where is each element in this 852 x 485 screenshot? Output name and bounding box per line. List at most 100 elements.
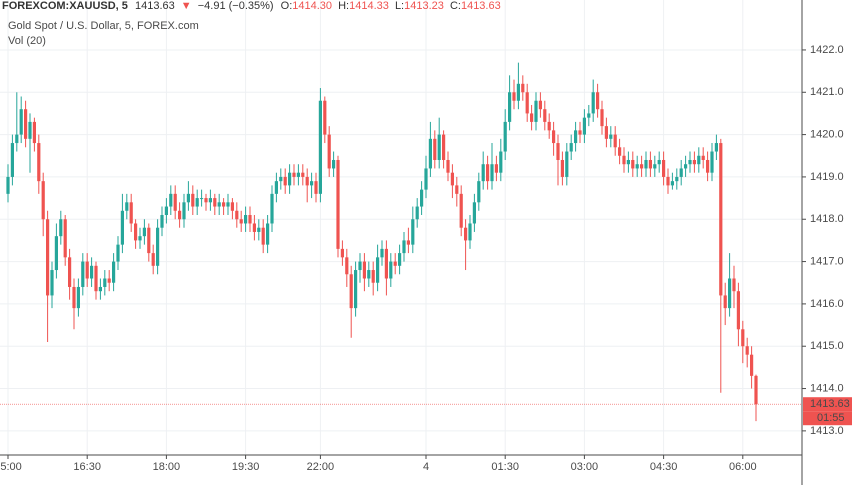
x-tick-label: 22:00 bbox=[307, 461, 335, 473]
candle-body bbox=[384, 248, 388, 279]
candle-body bbox=[283, 176, 287, 186]
candle-body bbox=[279, 176, 283, 182]
candle-body bbox=[684, 164, 688, 169]
x-tick-label: 16:30 bbox=[73, 461, 101, 473]
candle-body bbox=[710, 151, 714, 173]
last-price: 1413.63 bbox=[135, 0, 175, 12]
candle-body bbox=[609, 134, 613, 139]
candle-body bbox=[578, 130, 582, 135]
high-label: H: bbox=[338, 0, 349, 12]
candle-body bbox=[697, 155, 701, 165]
candle-body bbox=[692, 159, 696, 165]
candle-body bbox=[670, 181, 674, 186]
candle-body bbox=[239, 219, 243, 224]
countdown-tag bbox=[803, 411, 852, 426]
y-tick-label: 1422.0 bbox=[810, 44, 844, 56]
candle-body bbox=[296, 172, 300, 177]
candle-body bbox=[46, 219, 50, 296]
candle-body bbox=[503, 121, 507, 152]
candle-body bbox=[195, 198, 199, 207]
x-tick-label: 18:00 bbox=[153, 461, 181, 473]
axes: 1413.0 1414.0 1415.0 1416.0 1417.0 1418.0 1419… bbox=[0, 44, 852, 473]
candle-body bbox=[560, 159, 564, 177]
y-tick-label: 1415.0 bbox=[810, 340, 844, 352]
candle-body bbox=[508, 92, 512, 122]
candle-body bbox=[477, 181, 481, 203]
candle-body bbox=[345, 257, 349, 275]
candle-body bbox=[340, 248, 344, 258]
candle-body bbox=[750, 354, 754, 376]
y-tick-label: 1421.0 bbox=[810, 86, 844, 98]
candle-body bbox=[90, 265, 94, 279]
candle-body bbox=[120, 210, 124, 245]
candle-body bbox=[336, 159, 340, 249]
candle-body bbox=[402, 240, 406, 254]
candle-body bbox=[631, 159, 635, 169]
candle-body bbox=[741, 329, 745, 347]
candle-body bbox=[37, 143, 41, 182]
candle-body bbox=[367, 270, 371, 279]
candle-body bbox=[151, 253, 155, 266]
price-tag-label: 1413.63 bbox=[810, 398, 850, 410]
candle-body bbox=[332, 159, 336, 169]
grid bbox=[0, 0, 802, 455]
candle-body bbox=[15, 134, 19, 144]
candle-body bbox=[640, 164, 644, 169]
close-value: 1413.63 bbox=[461, 0, 501, 12]
candle-body bbox=[204, 198, 208, 203]
candle-body bbox=[393, 261, 397, 266]
candle-body bbox=[538, 100, 542, 110]
candle-body bbox=[323, 100, 327, 135]
candle-body bbox=[164, 206, 168, 216]
candle-body bbox=[437, 134, 441, 160]
candle-body bbox=[314, 181, 318, 194]
candle-body bbox=[103, 278, 107, 287]
candle-body bbox=[169, 193, 173, 207]
candle-body bbox=[371, 270, 375, 283]
candle-body bbox=[534, 100, 538, 122]
x-tick-label: 19:30 bbox=[232, 461, 260, 473]
candle-body bbox=[499, 151, 503, 173]
candle-body bbox=[701, 155, 705, 160]
candles bbox=[0, 62, 802, 422]
subtitle: Gold Spot / U.S. Dollar, 5, FOREX.com bbox=[8, 20, 199, 32]
change-arrow: ▼ bbox=[181, 0, 192, 12]
candle-body bbox=[107, 278, 111, 283]
candle-body bbox=[556, 143, 560, 160]
candle-body bbox=[10, 143, 14, 177]
candle-body bbox=[354, 270, 358, 309]
x-tick-label: 06:00 bbox=[729, 461, 757, 473]
candle-body bbox=[521, 83, 525, 93]
x-tick-label: 03:00 bbox=[571, 461, 599, 473]
open-label: O: bbox=[281, 0, 293, 12]
symbol: FOREXCOM:XAUUSD, 5 bbox=[2, 0, 128, 12]
low-value: 1413.23 bbox=[404, 0, 444, 12]
candle-body bbox=[547, 121, 551, 131]
candle-body bbox=[182, 202, 186, 220]
candle-body bbox=[76, 286, 80, 309]
candle-body bbox=[653, 164, 657, 169]
candle-body bbox=[719, 143, 723, 296]
candle-body bbox=[530, 113, 534, 122]
x-tick-label: 4 bbox=[423, 461, 429, 473]
candle-body bbox=[569, 143, 573, 152]
candle-body bbox=[472, 202, 476, 224]
candle-body bbox=[134, 223, 138, 241]
candle-body bbox=[490, 164, 494, 182]
candle-body bbox=[481, 164, 485, 182]
candle-body bbox=[552, 130, 556, 144]
candle-body bbox=[261, 227, 265, 245]
high-value: 1414.33 bbox=[349, 0, 389, 12]
y-tick-label: 1419.0 bbox=[810, 171, 844, 183]
candle-body bbox=[257, 227, 261, 232]
candle-body bbox=[376, 257, 380, 283]
candle-body bbox=[68, 257, 72, 287]
candle-body bbox=[635, 164, 639, 169]
candle-body bbox=[244, 215, 248, 224]
candle-body bbox=[266, 223, 270, 245]
candle-body bbox=[675, 176, 679, 182]
y-tick-label: 1420.0 bbox=[810, 129, 844, 141]
candle-body bbox=[226, 202, 230, 207]
candle-body bbox=[310, 181, 314, 186]
